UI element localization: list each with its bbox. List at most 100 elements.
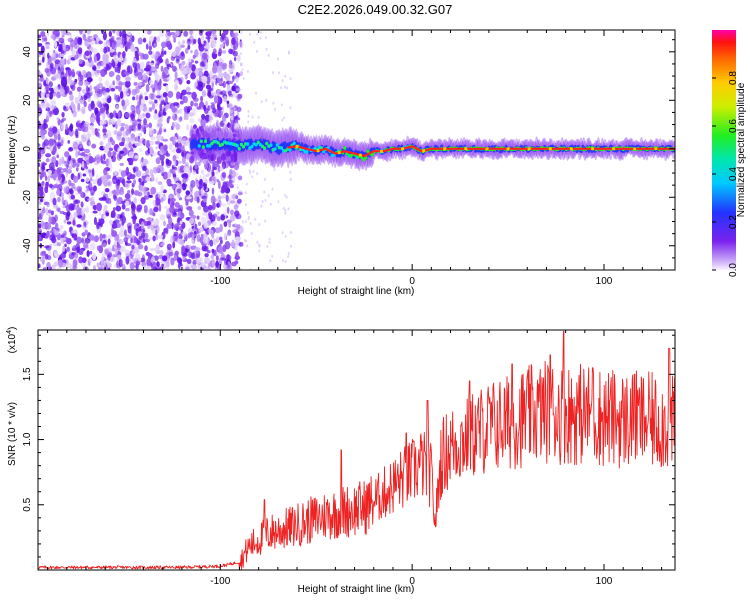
noise-point [256, 172, 259, 176]
noise-point [233, 116, 238, 120]
noise-point [133, 197, 137, 204]
noise-point [139, 104, 144, 111]
noise-point [98, 40, 103, 45]
noise-point [280, 86, 283, 90]
noise-point [166, 223, 173, 229]
noise-point [221, 203, 226, 207]
noise-point [198, 43, 205, 52]
noise-point [289, 178, 292, 182]
noise-point [135, 86, 141, 90]
noise-point [287, 51, 290, 55]
spectrogram-ytick-label: 40 [22, 46, 33, 58]
noise-point [61, 49, 64, 55]
noise-point [109, 49, 116, 53]
noise-point [205, 100, 208, 108]
noise-point [165, 96, 168, 105]
noise-point [159, 152, 165, 161]
noise-point [181, 146, 185, 153]
noise-point [285, 195, 288, 199]
noise-point [216, 127, 222, 132]
noise-point [161, 255, 168, 262]
noise-point [137, 123, 142, 130]
noise-point [216, 179, 220, 183]
noise-point [78, 99, 85, 105]
snr-xtick-label: -100 [210, 576, 230, 587]
spectrogram-ytick-label: 20 [22, 94, 33, 106]
noise-point [130, 237, 133, 244]
noise-point [157, 122, 163, 128]
noise-point [115, 104, 120, 111]
noise-point [221, 172, 227, 179]
noise-point [165, 40, 172, 48]
noise-point [174, 250, 179, 256]
noise-point [151, 152, 157, 157]
noise-point [216, 216, 221, 222]
trace-band-inner [254, 142, 258, 147]
noise-point [100, 155, 103, 164]
noise-point [239, 30, 243, 35]
noise-point [54, 230, 60, 236]
noise-point [47, 209, 52, 214]
noise-point [113, 222, 117, 229]
noise-point [284, 193, 287, 197]
noise-point [234, 160, 240, 166]
noise-point [129, 262, 135, 270]
noise-point [211, 221, 217, 227]
noise-point [115, 222, 121, 229]
noise-point [121, 215, 126, 224]
trace-band-inner [235, 143, 239, 148]
noise-point [148, 79, 153, 85]
noise-point [163, 50, 167, 55]
noise-point [61, 34, 65, 38]
noise-point [42, 222, 48, 226]
noise-point [116, 233, 120, 243]
noise-point [198, 76, 202, 82]
noise-point [198, 70, 204, 78]
noise-point [181, 137, 187, 145]
noise-point [152, 235, 156, 242]
noise-point [112, 80, 115, 86]
noise-point [145, 43, 149, 50]
noise-point [43, 266, 47, 270]
noise-point [219, 80, 222, 85]
snr-series-line [38, 330, 675, 570]
noise-point [85, 177, 90, 183]
noise-point [46, 93, 50, 98]
noise-point [104, 103, 109, 111]
noise-point [203, 183, 207, 191]
noise-point [41, 171, 47, 178]
noise-point [149, 146, 153, 155]
noise-point [216, 66, 223, 74]
noise-point [212, 161, 218, 167]
noise-point [61, 122, 65, 131]
noise-point [182, 95, 188, 104]
trace-band-inner [220, 142, 224, 147]
noise-point [160, 184, 164, 193]
noise-point [107, 267, 111, 270]
noise-point [268, 237, 271, 241]
noise-point [124, 80, 131, 88]
noise-point [200, 216, 207, 225]
noise-point [108, 121, 112, 125]
noise-point [51, 53, 57, 62]
noise-point [38, 234, 41, 242]
noise-point [236, 72, 241, 78]
noise-point [283, 85, 286, 89]
noise-point [114, 249, 118, 255]
noise-point [80, 190, 84, 198]
noise-point [210, 104, 216, 110]
noise-point [92, 178, 98, 185]
noise-point [209, 131, 215, 139]
noise-point [186, 196, 192, 200]
noise-point [74, 187, 79, 191]
noise-point [78, 91, 82, 100]
noise-point [205, 84, 212, 90]
noise-point [113, 130, 118, 135]
noise-point [151, 229, 156, 235]
noise-point [222, 244, 227, 252]
trace-band-inner [197, 144, 201, 148]
noise-point [141, 180, 145, 186]
noise-point [224, 73, 231, 81]
noise-point [81, 109, 86, 114]
trace-core-point [464, 147, 468, 151]
